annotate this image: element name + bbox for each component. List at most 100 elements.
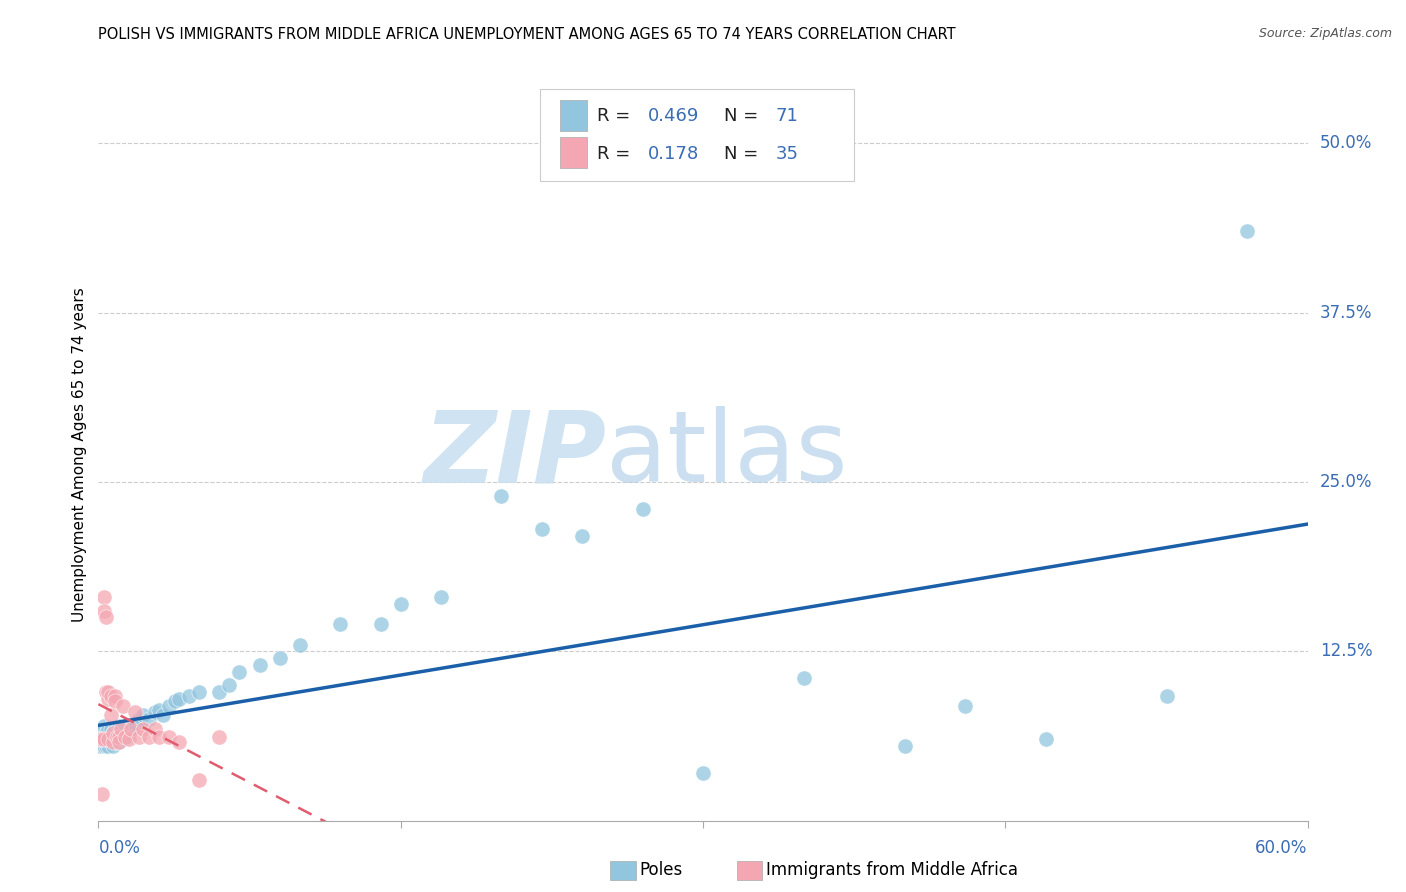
Point <box>152 708 174 723</box>
Point <box>97 739 120 753</box>
Text: 25.0%: 25.0% <box>1320 473 1372 491</box>
Point <box>114 719 136 733</box>
Point <box>128 730 150 744</box>
Point <box>101 732 124 747</box>
Point <box>120 722 142 736</box>
Point <box>163 694 186 708</box>
Point <box>107 730 129 744</box>
Point <box>143 722 166 736</box>
Point <box>100 689 122 703</box>
Text: ZIP: ZIP <box>423 407 606 503</box>
Point <box>111 732 134 747</box>
Text: 12.5%: 12.5% <box>1320 642 1372 660</box>
Point <box>100 730 122 744</box>
Point <box>96 739 118 753</box>
Point <box>100 708 122 723</box>
Point <box>138 730 160 744</box>
Text: R =: R = <box>596 145 636 162</box>
Point <box>188 685 211 699</box>
Point <box>101 735 124 749</box>
Point <box>118 725 141 739</box>
Text: 0.469: 0.469 <box>647 106 699 125</box>
Y-axis label: Unemployment Among Ages 65 to 74 years: Unemployment Among Ages 65 to 74 years <box>72 287 87 623</box>
Point <box>105 732 128 747</box>
Text: POLISH VS IMMIGRANTS FROM MIDDLE AFRICA UNEMPLOYMENT AMONG AGES 65 TO 74 YEARS C: POLISH VS IMMIGRANTS FROM MIDDLE AFRICA … <box>98 27 956 42</box>
Point <box>96 725 118 739</box>
Point <box>228 665 250 679</box>
Point <box>91 787 114 801</box>
Point <box>157 730 180 744</box>
Point <box>93 719 115 733</box>
Text: 0.0%: 0.0% <box>98 838 141 857</box>
Point <box>91 732 114 747</box>
Point <box>631 502 654 516</box>
Point <box>105 725 128 739</box>
Point <box>288 638 311 652</box>
Point <box>124 706 146 720</box>
Point <box>97 732 120 747</box>
Point <box>93 732 115 747</box>
Point <box>103 730 125 744</box>
Point <box>491 489 513 503</box>
Text: N =: N = <box>724 145 763 162</box>
Point <box>100 735 122 749</box>
Point <box>93 590 115 604</box>
Point <box>93 725 115 739</box>
Text: Immigrants from Middle Africa: Immigrants from Middle Africa <box>766 861 1018 879</box>
Point <box>101 725 124 739</box>
Point <box>110 722 132 736</box>
Point <box>96 685 118 699</box>
Point <box>97 730 120 744</box>
Point <box>105 730 128 744</box>
Point <box>132 722 155 736</box>
Point <box>96 735 118 749</box>
Point <box>208 730 231 744</box>
Point <box>124 716 146 731</box>
Point <box>571 529 593 543</box>
Point <box>93 739 115 753</box>
Point <box>120 722 142 736</box>
Point <box>101 739 124 753</box>
Point <box>389 597 412 611</box>
Point <box>96 732 118 747</box>
Point <box>91 735 114 749</box>
Point <box>93 604 115 618</box>
Point <box>218 678 240 692</box>
Point <box>91 725 114 739</box>
Text: 0.178: 0.178 <box>647 145 699 162</box>
Point <box>208 685 231 699</box>
Point <box>893 739 915 753</box>
Point <box>103 722 125 736</box>
Point <box>103 735 125 749</box>
Point <box>138 712 160 726</box>
Point <box>167 735 190 749</box>
Point <box>793 672 815 686</box>
Point <box>121 719 143 733</box>
Point <box>692 766 714 780</box>
Point <box>111 698 134 713</box>
FancyBboxPatch shape <box>540 89 855 180</box>
Point <box>148 702 170 716</box>
Point <box>1236 224 1258 238</box>
Point <box>97 732 120 747</box>
Point <box>93 732 115 747</box>
Point <box>188 772 211 787</box>
Point <box>157 698 180 713</box>
Point <box>96 610 118 624</box>
Point <box>167 691 190 706</box>
Point <box>97 722 120 736</box>
Point <box>128 712 150 726</box>
Point <box>249 657 271 672</box>
Point <box>269 651 291 665</box>
Point <box>111 725 134 739</box>
Point <box>530 523 553 537</box>
FancyBboxPatch shape <box>561 137 586 169</box>
Text: 37.5%: 37.5% <box>1320 303 1372 322</box>
Point <box>1156 689 1178 703</box>
Text: Source: ZipAtlas.com: Source: ZipAtlas.com <box>1258 27 1392 40</box>
Point <box>103 689 125 703</box>
Point <box>148 730 170 744</box>
Text: Poles: Poles <box>640 861 683 879</box>
Text: atlas: atlas <box>606 407 848 503</box>
Text: R =: R = <box>596 106 636 125</box>
